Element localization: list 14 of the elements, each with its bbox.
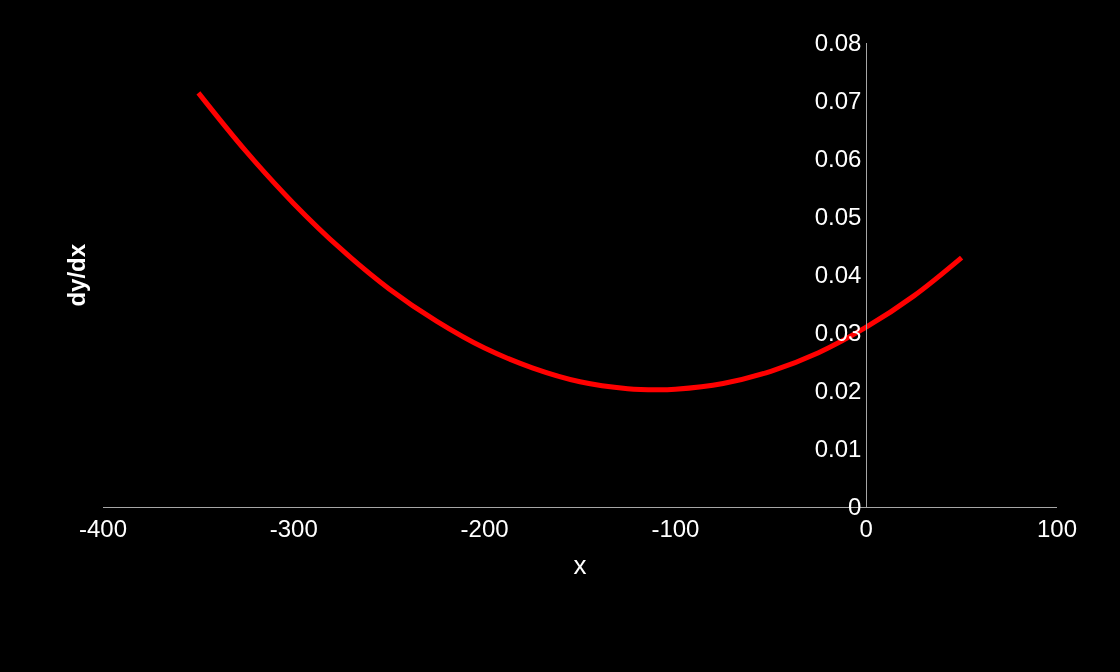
y-tick-label: 0.04	[814, 261, 862, 289]
x-tick-label: -300	[269, 514, 318, 542]
y-tick-label: 0.01	[814, 435, 862, 463]
y-tick-label: 0.06	[814, 145, 862, 173]
y-axis-title: dy/dx	[62, 243, 90, 307]
y-tick-label: 0.07	[814, 87, 862, 115]
x-tick-label: -200	[460, 514, 509, 542]
y-tick-label: 0.02	[814, 377, 862, 405]
x-tick-label: 100	[1036, 514, 1078, 542]
x-tick-label: -100	[651, 514, 700, 542]
x-tick-label: -400	[78, 514, 128, 542]
y-tick-label: 0.08	[814, 29, 862, 57]
x-axis-title: x	[573, 550, 587, 581]
y-tick-label: 0.05	[814, 203, 862, 231]
